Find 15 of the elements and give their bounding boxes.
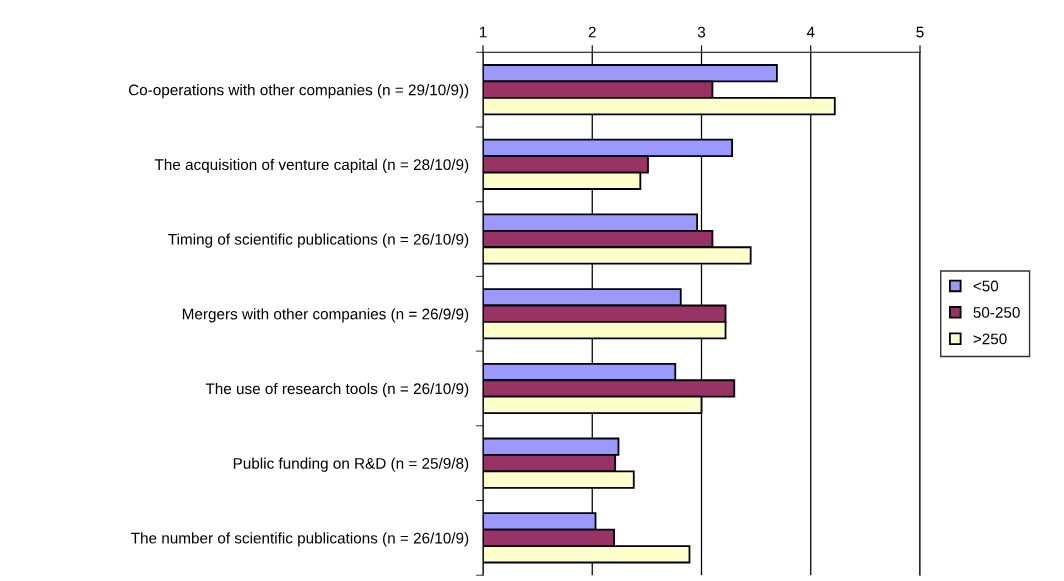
y-tick-label: Timing of scientific publications (n = 26/10/9) [168,233,469,248]
legend-label: <50 [973,280,999,292]
y-tick-label: The use of research tools (n = 26/10/9) [205,382,469,398]
x-tick-label: 3 [697,26,706,38]
y-tick-label: The acquisition of venture capital (n = 28/10/9) [154,158,469,174]
y-tick-label: Public funding on R&D (n = 25/9/8) [233,457,469,472]
y-tick-label: Co-operations with other companies (n = 29/10/9)) [128,84,469,99]
y-tick-label: Mergers with other companies (n = 26/9/9) [182,308,469,323]
legend-label: >250 [973,333,1007,345]
x-tick-label: 1 [479,26,487,38]
x-tick-label: 4 [806,26,815,38]
x-tick-label: 5 [916,26,924,38]
x-tick-label: 2 [588,26,596,38]
y-tick-label: The number of scientific publications (n = 26/10/9) [131,532,469,547]
legend-label: 50-250 [973,307,1020,318]
